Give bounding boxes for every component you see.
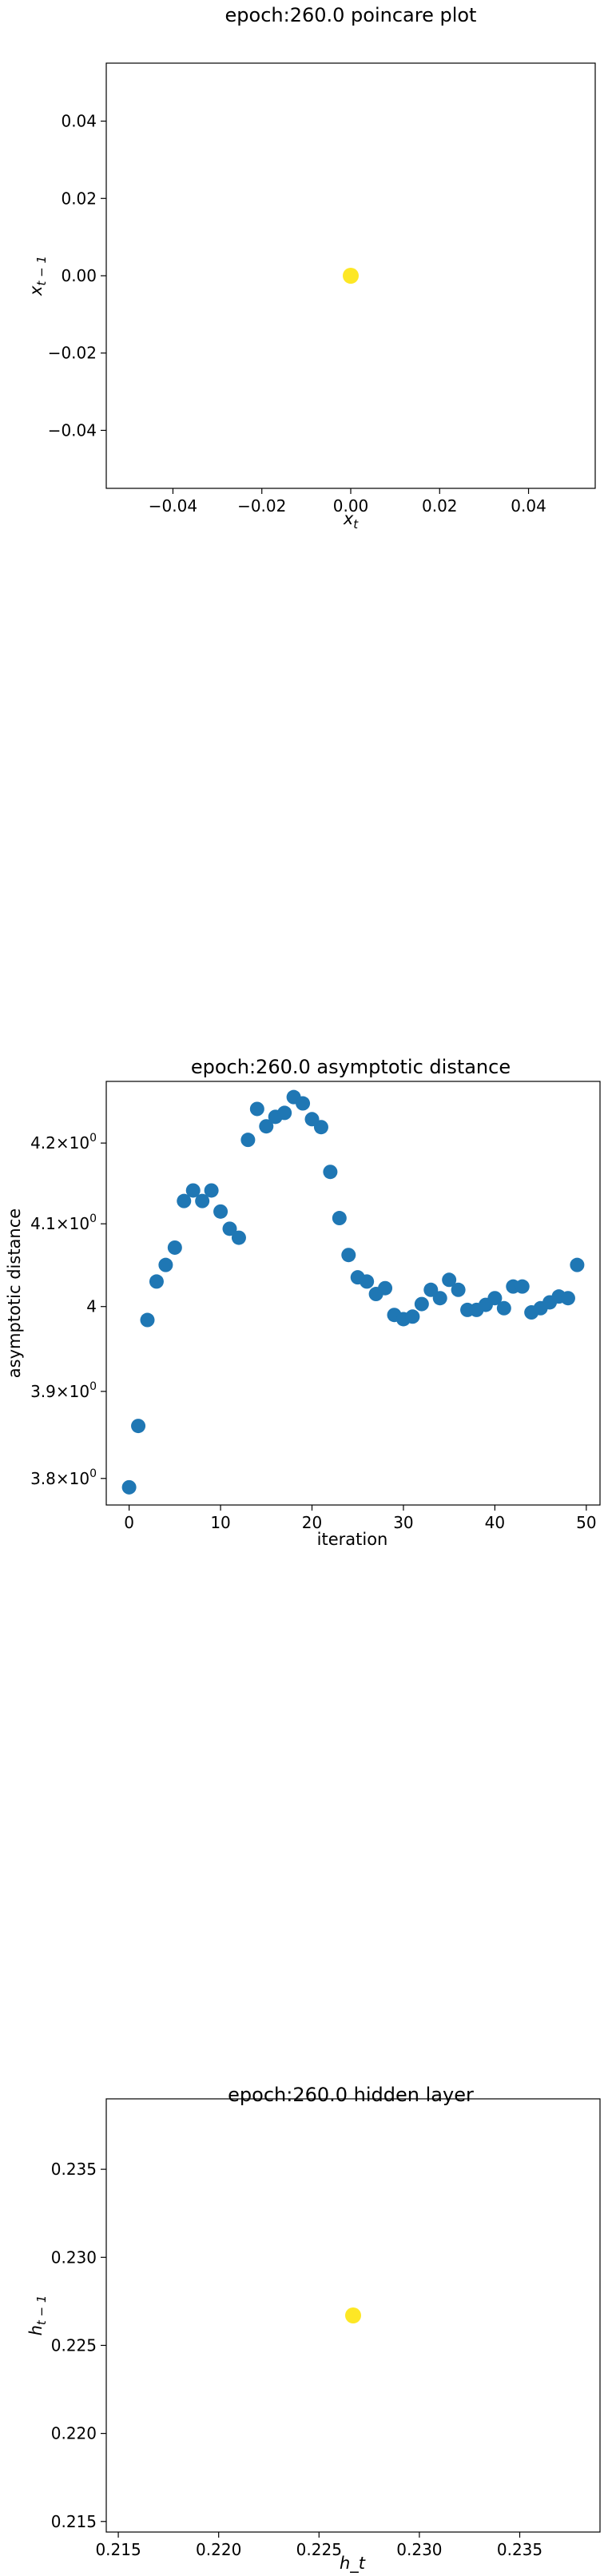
poincare-x-tick-label: 0.00 (333, 496, 369, 516)
poincare-x-tick-label: 0.04 (511, 496, 546, 516)
hidden-layer-y-tick-label: 0.215 (51, 2512, 97, 2531)
asymptotic-y-label: asymptotic distance (5, 1208, 24, 1378)
asymptotic-point (423, 1282, 439, 1297)
hidden-layer-x-tick-label: 0.225 (296, 2540, 342, 2559)
asymptotic-point (277, 1105, 292, 1121)
asymptotic-point (414, 1296, 429, 1312)
poincare-y-label: xt − 1 (26, 256, 49, 297)
hidden-layer-y-tick-label: 0.230 (51, 2248, 97, 2267)
poincare-plot-frame (105, 62, 596, 489)
asymptotic-y-tick-label: 4.1×100 (30, 1212, 97, 1233)
poincare-chart: epoch:260.0 poincare plot −0.04 −0.02 0.00… (26, 4, 596, 532)
hidden-layer-y-ticks: 0.215 0.220 0.225 0.230 0.235 (51, 2160, 106, 2531)
asymptotic-distance-chart: epoch:260.0 asymptotic distance 0 10 20 30 4… (5, 1056, 601, 1549)
asymptotic-point (231, 1230, 246, 1245)
poincare-y-tick-label: −0.02 (48, 344, 97, 363)
asymptotic-point (185, 1183, 201, 1198)
asymptotic-y-ticks: 3.8×100 3.9×100 4 4.1×100 4.2×100 (30, 1132, 106, 1488)
asymptotic-x-label: iteration (317, 1530, 388, 1549)
asymptotic-point (195, 1193, 210, 1208)
asymptotic-point (149, 1274, 164, 1289)
asymptotic-point (296, 1096, 311, 1111)
hidden-layer-chart: epoch:260.0 hidden layer 0.215 0.220 0.225… (26, 2084, 601, 2574)
hidden-layer-y-label: ht − 1 (26, 2295, 49, 2336)
asymptotic-point (496, 1300, 511, 1316)
poincare-y-tick-label: −0.04 (48, 420, 97, 440)
asymptotic-point (405, 1309, 420, 1324)
asymptotic-point (515, 1279, 530, 1294)
hidden-layer-y-tick-label: 0.225 (51, 2335, 97, 2355)
asymptotic-title: epoch:260.0 asymptotic distance (191, 1056, 511, 1078)
asymptotic-point (121, 1479, 137, 1495)
hidden-layer-x-tick-label: 0.230 (396, 2540, 442, 2559)
asymptotic-point (570, 1257, 585, 1272)
asymptotic-y-tick-label: 4 (86, 1297, 97, 1316)
asymptotic-point (323, 1165, 338, 1180)
asymptotic-point (313, 1120, 328, 1135)
hidden-layer-plot-frame (105, 2098, 601, 2533)
asymptotic-point (432, 1291, 447, 1306)
asymptotic-point (240, 1133, 256, 1148)
asymptotic-y-tick-label: 3.9×100 (30, 1380, 97, 1401)
asymptotic-point (332, 1211, 347, 1226)
asymptotic-point (451, 1282, 466, 1297)
asymptotic-point (204, 1183, 219, 1198)
asymptotic-point (140, 1312, 155, 1328)
poincare-x-tick-label: −0.04 (149, 496, 197, 516)
poincare-y-ticks: −0.04 −0.02 0.00 0.02 0.04 (48, 112, 106, 440)
asymptotic-point (131, 1419, 146, 1434)
hidden-layer-x-label: h_t (340, 2554, 366, 2574)
asymptotic-point (213, 1204, 228, 1219)
asymptotic-point (177, 1193, 192, 1208)
poincare-x-tick-label: −0.02 (237, 496, 286, 516)
asymptotic-point (378, 1280, 393, 1296)
poincare-y-tick-label: 0.04 (61, 112, 97, 131)
asymptotic-points (121, 1089, 585, 1495)
asymptotic-x-tick-label: 10 (210, 1513, 230, 1532)
hidden-layer-point (345, 2307, 361, 2323)
hidden-layer-x-ticks: 0.215 0.220 0.225 0.230 0.235 (95, 2532, 542, 2559)
asymptotic-point (222, 1221, 237, 1236)
hidden-layer-x-tick-label: 0.215 (95, 2540, 141, 2559)
poincare-points (343, 268, 359, 284)
poincare-point (343, 268, 359, 284)
hidden-layer-y-tick-label: 0.220 (51, 2424, 97, 2443)
asymptotic-y-tick-label: 3.8×100 (30, 1467, 97, 1488)
hidden-layer-y-tick-label: 0.235 (51, 2160, 97, 2179)
hidden-layer-points (345, 2307, 361, 2323)
asymptotic-point (341, 1248, 356, 1263)
asymptotic-x-tick-label: 0 (124, 1513, 134, 1532)
poincare-y-tick-label: 0.02 (61, 189, 97, 208)
asymptotic-x-tick-label: 30 (393, 1513, 413, 1532)
poincare-y-tick-label: 0.00 (61, 266, 97, 285)
asymptotic-x-ticks: 0 10 20 30 40 50 (124, 1505, 597, 1532)
asymptotic-point (487, 1291, 503, 1306)
asymptotic-point (167, 1240, 182, 1255)
asymptotic-point (158, 1257, 173, 1272)
asymptotic-x-tick-label: 40 (485, 1513, 505, 1532)
asymptotic-x-tick-label: 50 (576, 1513, 596, 1532)
asymptotic-point (360, 1274, 375, 1289)
hidden-layer-x-tick-label: 0.220 (196, 2540, 241, 2559)
poincare-x-ticks: −0.04 −0.02 0.00 0.02 0.04 (149, 488, 546, 516)
asymptotic-point (249, 1101, 264, 1117)
poincare-title: epoch:260.0 poincare plot (225, 4, 477, 26)
asymptotic-y-tick-label: 4.2×100 (30, 1132, 97, 1153)
hidden-layer-x-tick-label: 0.235 (497, 2540, 542, 2559)
hidden-layer-title: epoch:260.0 hidden layer (228, 2084, 474, 2106)
asymptotic-plot-frame (105, 1081, 601, 1506)
asymptotic-point (560, 1291, 575, 1306)
asymptotic-x-tick-label: 20 (302, 1513, 322, 1532)
poincare-x-tick-label: 0.02 (422, 496, 458, 516)
asymptotic-point (259, 1119, 274, 1134)
asymptotic-point (442, 1272, 457, 1288)
